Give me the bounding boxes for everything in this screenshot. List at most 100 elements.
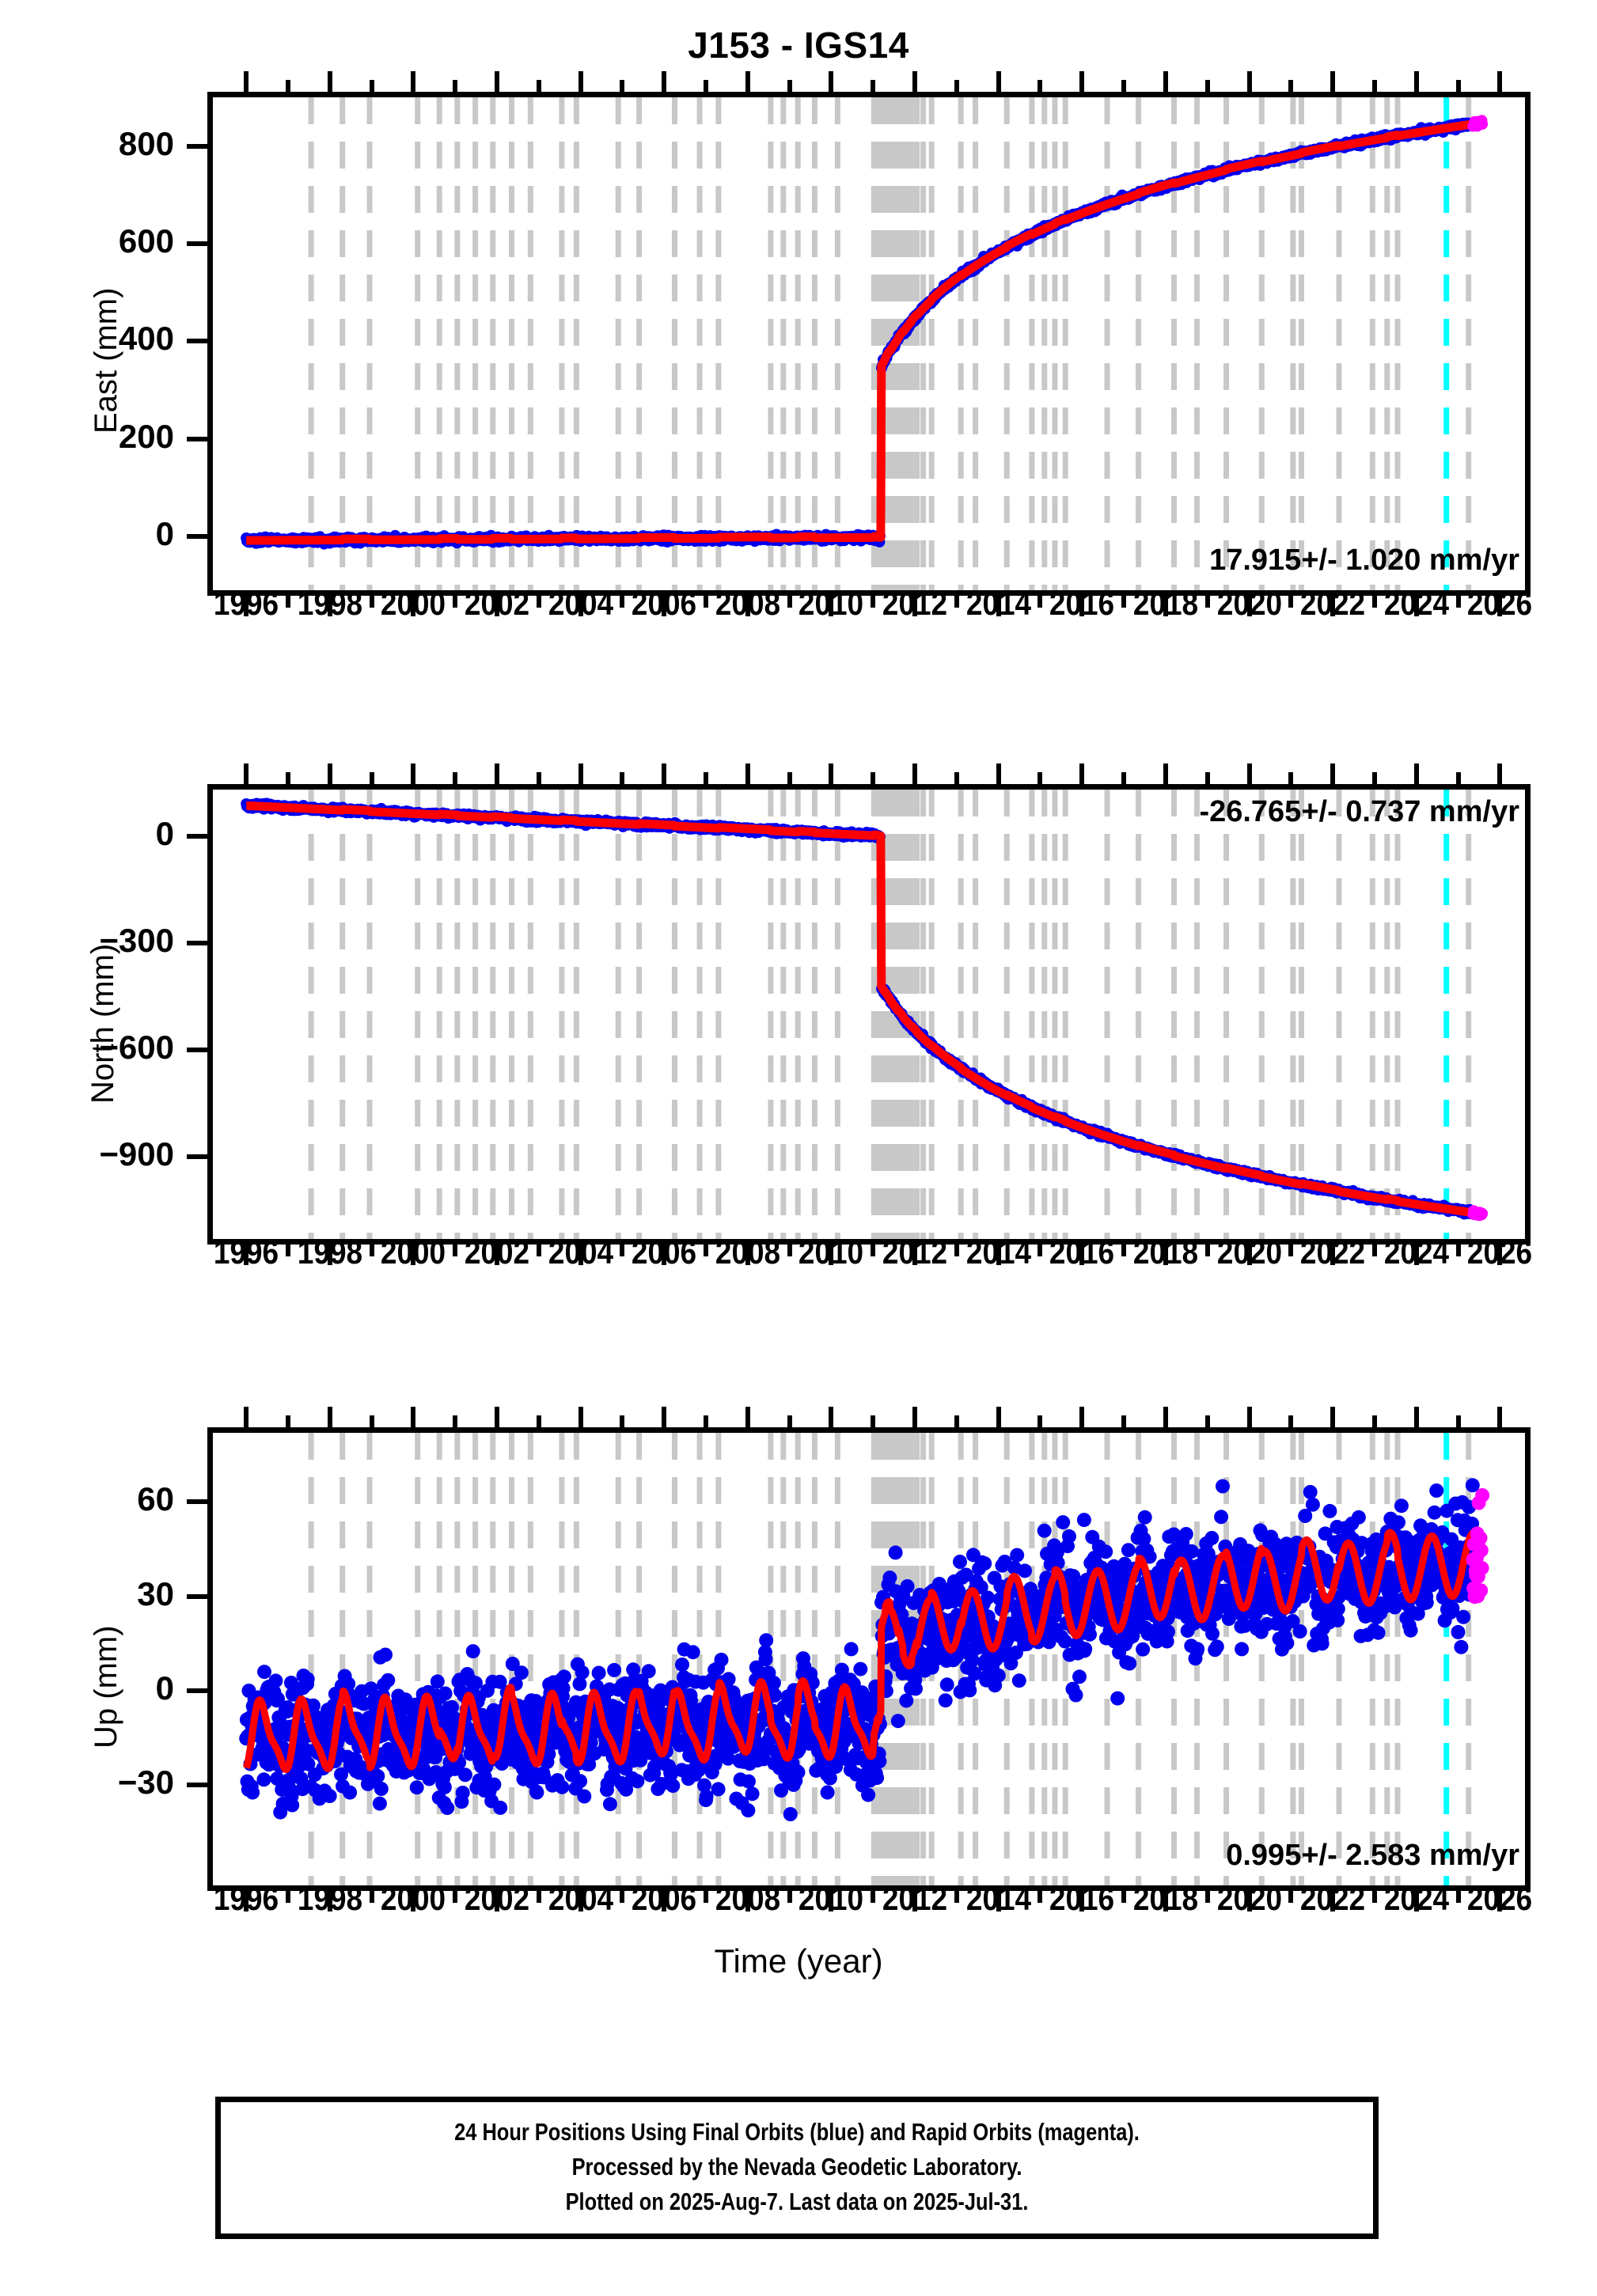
x-minor-tick-top-east-2007 bbox=[704, 80, 709, 92]
x-tick-top-up-7 bbox=[829, 1407, 834, 1427]
x-minor-tick-north-2017 bbox=[1121, 1245, 1127, 1256]
x-tick-north-0 bbox=[244, 1245, 249, 1265]
y-tick-label-up-2: 0 bbox=[155, 1669, 174, 1707]
x-minor-tick-up-2015 bbox=[1037, 1891, 1043, 1903]
x-tick-label-east-0: 1996 bbox=[214, 585, 279, 622]
x-tick-label-north-5: 2006 bbox=[632, 1233, 697, 1271]
x-tick-top-north-2 bbox=[411, 763, 416, 784]
x-tick-north-3 bbox=[495, 1245, 500, 1265]
y-tick-label-up-1: 30 bbox=[137, 1574, 174, 1612]
x-tick-north-6 bbox=[745, 1245, 750, 1265]
x-tick-up-11 bbox=[1163, 1891, 1168, 1911]
x-tick-top-east-5 bbox=[662, 71, 667, 92]
x-tick-label-up-8: 2012 bbox=[882, 1880, 948, 1917]
x-minor-tick-up-2017 bbox=[1121, 1891, 1127, 1903]
x-minor-tick-top-east-2003 bbox=[536, 80, 541, 92]
y-tick-north-3 bbox=[187, 1154, 209, 1160]
x-tick-top-east-0 bbox=[244, 71, 249, 92]
x-tick-label-north-0: 1996 bbox=[214, 1233, 279, 1271]
x-minor-tick-east-2003 bbox=[536, 596, 541, 608]
x-minor-tick-north-2023 bbox=[1371, 1245, 1377, 1256]
y-tick-label-east-3: 200 bbox=[118, 417, 174, 455]
x-minor-tick-east-2007 bbox=[704, 596, 709, 608]
x-minor-tick-up-2003 bbox=[536, 1891, 541, 1903]
y-tick-label-east-1: 600 bbox=[118, 222, 174, 260]
x-tick-label-east-14: 2024 bbox=[1383, 585, 1449, 622]
x-tick-top-north-6 bbox=[745, 763, 750, 784]
x-tick-top-east-14 bbox=[1413, 71, 1419, 92]
y-tick-up-1 bbox=[187, 1593, 209, 1599]
x-tick-label-east-1: 1998 bbox=[297, 585, 362, 622]
x-minor-tick-top-east-2013 bbox=[954, 80, 959, 92]
x-minor-tick-top-east-2015 bbox=[1037, 80, 1043, 92]
plot-area-east bbox=[207, 92, 1531, 596]
x-tick-label-up-15: 2026 bbox=[1467, 1880, 1533, 1917]
x-tick-label-east-7: 2010 bbox=[798, 585, 864, 622]
y-tick-east-1 bbox=[187, 241, 209, 247]
model-line-east bbox=[242, 118, 1486, 545]
y-tick-label-up-3: −30 bbox=[117, 1763, 174, 1801]
series-canvas-north bbox=[241, 790, 1489, 1239]
x-minor-tick-top-up-2011 bbox=[871, 1415, 876, 1427]
x-tick-up-13 bbox=[1330, 1891, 1336, 1911]
x-tick-east-0 bbox=[244, 596, 249, 616]
x-tick-north-11 bbox=[1163, 1245, 1168, 1265]
y-axis-title-up: Up (mm) bbox=[89, 1625, 123, 1749]
x-tick-top-east-8 bbox=[912, 71, 918, 92]
x-tick-up-12 bbox=[1246, 1891, 1252, 1911]
x-tick-label-east-5: 2006 bbox=[632, 585, 697, 622]
x-minor-tick-north-2015 bbox=[1037, 1245, 1043, 1256]
x-tick-east-14 bbox=[1413, 596, 1419, 616]
plot-area-up bbox=[207, 1427, 1531, 1891]
caption-box: 24 Hour Positions Using Final Orbits (bl… bbox=[215, 2097, 1379, 2239]
x-tick-east-15 bbox=[1497, 596, 1503, 616]
x-tick-top-up-10 bbox=[1079, 1407, 1085, 1427]
x-tick-top-east-10 bbox=[1079, 71, 1085, 92]
x-tick-up-9 bbox=[996, 1891, 1001, 1911]
x-minor-tick-north-2005 bbox=[620, 1245, 625, 1256]
rapid-orbit-points-up bbox=[1466, 1488, 1490, 1605]
x-minor-tick-top-east-1997 bbox=[286, 80, 291, 92]
model-line-up bbox=[242, 1529, 1486, 1773]
x-tick-north-9 bbox=[996, 1245, 1001, 1265]
x-tick-top-up-1 bbox=[327, 1407, 332, 1427]
x-tick-top-up-12 bbox=[1246, 1407, 1252, 1427]
x-minor-tick-top-north-2015 bbox=[1037, 772, 1043, 784]
x-tick-east-1 bbox=[327, 596, 332, 616]
y-tick-east-3 bbox=[187, 436, 209, 441]
x-minor-tick-up-2023 bbox=[1371, 1891, 1377, 1903]
x-tick-up-10 bbox=[1079, 1891, 1085, 1911]
x-tick-up-2 bbox=[411, 1891, 416, 1911]
x-tick-label-north-3: 2002 bbox=[464, 1233, 530, 1271]
x-minor-tick-east-2005 bbox=[620, 596, 625, 608]
y-tick-up-3 bbox=[187, 1782, 209, 1787]
model-line-north bbox=[242, 801, 1486, 1218]
x-tick-north-12 bbox=[1246, 1245, 1252, 1265]
rapid-orbit-points-north bbox=[1467, 1205, 1489, 1222]
x-minor-tick-top-east-2005 bbox=[620, 80, 625, 92]
x-minor-tick-north-2003 bbox=[536, 1245, 541, 1256]
x-tick-east-8 bbox=[912, 596, 918, 616]
x-minor-tick-top-east-2023 bbox=[1371, 80, 1377, 92]
x-minor-tick-top-north-1997 bbox=[286, 772, 291, 784]
x-minor-tick-east-2009 bbox=[787, 596, 792, 608]
x-tick-label-east-13: 2022 bbox=[1299, 585, 1366, 622]
page-title: J153 - IGS14 bbox=[688, 25, 909, 66]
x-tick-east-7 bbox=[829, 596, 834, 616]
x-tick-label-east-8: 2012 bbox=[882, 585, 948, 622]
x-tick-east-2 bbox=[411, 596, 416, 616]
x-tick-top-north-15 bbox=[1497, 763, 1503, 784]
y-tick-up-2 bbox=[187, 1688, 209, 1693]
x-tick-top-north-12 bbox=[1246, 763, 1252, 784]
series-canvas-east bbox=[241, 97, 1489, 590]
x-minor-tick-top-east-2011 bbox=[871, 80, 876, 92]
x-tick-east-13 bbox=[1330, 596, 1336, 616]
x-tick-label-north-12: 2020 bbox=[1216, 1233, 1282, 1271]
x-tick-top-up-11 bbox=[1163, 1407, 1168, 1427]
x-tick-north-7 bbox=[829, 1245, 834, 1265]
x-minor-tick-up-2009 bbox=[787, 1891, 792, 1903]
x-minor-tick-up-2025 bbox=[1455, 1891, 1461, 1903]
x-tick-label-up-7: 2010 bbox=[798, 1880, 864, 1917]
x-minor-tick-top-up-2009 bbox=[787, 1415, 792, 1427]
